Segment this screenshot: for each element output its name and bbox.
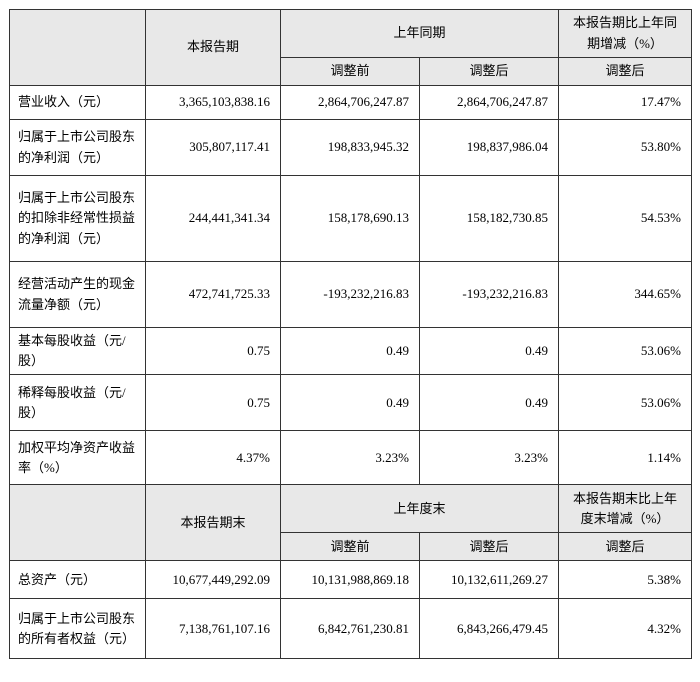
table-row: 加权平均净资产收益率（%） 4.37% 3.23% 3.23% 1.14% — [9, 430, 693, 486]
value-change: 53.06% — [558, 374, 693, 432]
period-end-comparison-table: 本报告期末 上年度末 本报告期末比上年度末增减（%） 调整前 调整后 调整后 总… — [9, 484, 693, 660]
value-change: 53.06% — [558, 326, 693, 376]
value-current: 7,138,761,107.16 — [145, 598, 281, 660]
value-after-adjust: 198,837,986.04 — [418, 119, 560, 176]
prior-period-header: 上年同期 — [279, 9, 560, 58]
row-label: 归属于上市公司股东的净利润（元） — [9, 119, 146, 176]
row-label: 归属于上市公司股东的扣除非经常性损益的净利润（元） — [9, 175, 146, 262]
row-label: 总资产（元） — [9, 560, 146, 600]
after-adjust-change-header: 调整后 — [558, 532, 693, 562]
value-after-adjust: -193,232,216.83 — [418, 261, 560, 328]
value-before-adjust: 3.23% — [280, 430, 420, 486]
value-before-adjust: 158,178,690.13 — [280, 175, 420, 262]
value-before-adjust: 2,864,706,247.87 — [280, 85, 420, 120]
value-change: 54.53% — [558, 175, 693, 262]
table-row: 经营活动产生的现金流量净额（元） 472,741,725.33 -193,232… — [9, 261, 693, 328]
table-row: 营业收入（元） 3,365,103,838.16 2,864,706,247.8… — [9, 85, 693, 120]
row-label: 归属于上市公司股东的所有者权益（元） — [9, 598, 146, 660]
value-before-adjust: 0.49 — [280, 374, 420, 432]
value-change: 5.38% — [558, 560, 693, 600]
row-label: 营业收入（元） — [9, 85, 146, 120]
value-before-adjust: 0.49 — [280, 326, 420, 376]
current-period-end-header: 本报告期末 — [145, 484, 281, 562]
period-end-change-header: 本报告期末比上年度末增减（%） — [558, 484, 693, 534]
value-after-adjust: 158,182,730.85 — [418, 175, 560, 262]
row-label: 经营活动产生的现金流量净额（元） — [9, 261, 146, 328]
period-comparison-table: 本报告期 上年同期 本报告期比上年同期增减（%） 调整前 调整后 调整后 营业收… — [9, 9, 693, 486]
value-current: 3,365,103,838.16 — [145, 85, 281, 120]
value-after-adjust: 2,864,706,247.87 — [418, 85, 560, 120]
table-row: 归属于上市公司股东的扣除非经常性损益的净利润（元） 244,441,341.34… — [9, 175, 693, 262]
value-before-adjust: -193,232,216.83 — [280, 261, 420, 328]
value-current: 472,741,725.33 — [145, 261, 281, 328]
value-current: 0.75 — [145, 374, 281, 432]
prior-year-end-header: 上年度末 — [279, 484, 560, 534]
value-current: 305,807,117.41 — [145, 119, 281, 176]
after-adjust-header: 调整后 — [418, 57, 560, 86]
value-change: 53.80% — [558, 119, 693, 176]
blank-header-cell — [9, 9, 146, 86]
value-before-adjust: 10,131,988,869.18 — [280, 560, 420, 600]
row-label: 基本每股收益（元/股） — [9, 326, 146, 376]
after-adjust-change-header: 调整后 — [558, 57, 693, 86]
table-row: 归属于上市公司股东的净利润（元） 305,807,117.41 198,833,… — [9, 119, 693, 176]
before-adjust-header: 调整前 — [280, 532, 420, 562]
value-after-adjust: 0.49 — [418, 326, 560, 376]
value-after-adjust: 10,132,611,269.27 — [418, 560, 560, 600]
blank-header-cell — [9, 484, 146, 562]
value-change: 1.14% — [558, 430, 693, 486]
table-row: 稀释每股收益（元/股） 0.75 0.49 0.49 53.06% — [9, 374, 693, 432]
value-current: 244,441,341.34 — [145, 175, 281, 262]
table-row: 总资产（元） 10,677,449,292.09 10,131,988,869.… — [9, 560, 693, 600]
before-adjust-header: 调整前 — [280, 57, 420, 86]
value-after-adjust: 6,843,266,479.45 — [418, 598, 560, 660]
value-current: 4.37% — [145, 430, 281, 486]
row-label: 稀释每股收益（元/股） — [9, 374, 146, 432]
value-after-adjust: 3.23% — [418, 430, 560, 486]
value-before-adjust: 198,833,945.32 — [280, 119, 420, 176]
current-period-header: 本报告期 — [145, 9, 281, 86]
period-change-header: 本报告期比上年同期增减（%） — [558, 9, 693, 58]
value-current: 10,677,449,292.09 — [145, 560, 281, 600]
value-change: 4.32% — [558, 598, 693, 660]
value-current: 0.75 — [145, 326, 281, 376]
table-row: 基本每股收益（元/股） 0.75 0.49 0.49 53.06% — [9, 326, 693, 376]
value-change: 344.65% — [558, 261, 693, 328]
table-row: 归属于上市公司股东的所有者权益（元） 7,138,761,107.16 6,84… — [9, 598, 693, 660]
row-label: 加权平均净资产收益率（%） — [9, 430, 146, 486]
value-before-adjust: 6,842,761,230.81 — [280, 598, 420, 660]
after-adjust-header: 调整后 — [418, 532, 560, 562]
value-after-adjust: 0.49 — [418, 374, 560, 432]
value-change: 17.47% — [558, 85, 693, 120]
